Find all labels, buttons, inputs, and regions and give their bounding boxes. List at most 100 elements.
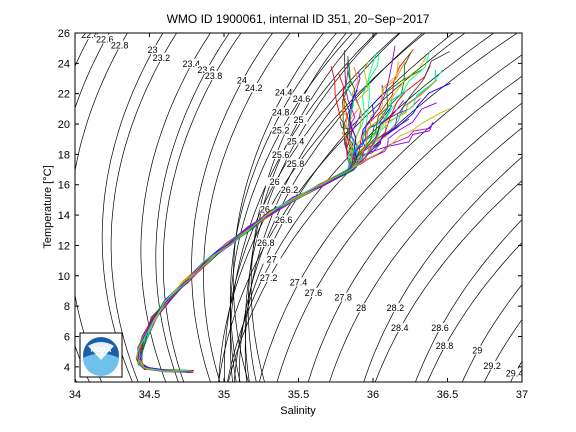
contour-label: 28.8 bbox=[436, 341, 454, 351]
density-contour bbox=[228, 33, 518, 382]
density-contour bbox=[140, 33, 211, 382]
x-axis-label: Salinity bbox=[280, 405, 316, 417]
contour-label-bg bbox=[505, 368, 522, 378]
y-tick-label: 4 bbox=[64, 362, 70, 374]
contour-label-bg bbox=[274, 215, 293, 225]
y-tick-label: 22 bbox=[58, 89, 70, 101]
density-contour bbox=[224, 33, 400, 382]
contour-label-bg bbox=[143, 45, 162, 55]
y-tick-label: 16 bbox=[58, 180, 70, 192]
contour-label: 27.4 bbox=[290, 277, 308, 287]
contour-label-bg bbox=[256, 237, 275, 247]
contour-label-bg bbox=[197, 64, 216, 74]
contour-label: 22.6 bbox=[96, 35, 114, 45]
profile-line bbox=[138, 56, 427, 372]
profile-line bbox=[135, 61, 406, 373]
contour-label: 25 bbox=[293, 115, 303, 125]
contour-label-bg bbox=[271, 107, 290, 117]
contour-label-bg bbox=[468, 345, 487, 355]
y-axis: 4 6 8 10 12 14 16 18 20 22 24 26 bbox=[58, 28, 522, 374]
contour-label-bg bbox=[386, 303, 405, 313]
contour-label-bg bbox=[289, 277, 308, 287]
profile-line bbox=[138, 98, 421, 372]
density-contour bbox=[461, 284, 522, 382]
profile-line bbox=[139, 51, 430, 371]
density-contour bbox=[276, 75, 522, 382]
contour-label-bg bbox=[280, 184, 299, 194]
density-contour bbox=[75, 33, 110, 382]
profile-line bbox=[137, 53, 380, 371]
contour-label: 25.6 bbox=[272, 150, 290, 160]
contour-label: 28.4 bbox=[391, 323, 409, 333]
y-tick-label: 6 bbox=[64, 331, 70, 343]
contour-label-bg bbox=[259, 272, 278, 282]
contour-label-bg bbox=[265, 177, 284, 187]
contour-label-bg bbox=[352, 303, 371, 313]
profile-line bbox=[137, 98, 355, 372]
y-tick-label: 8 bbox=[64, 301, 70, 313]
contour-label: 24.8 bbox=[272, 107, 290, 117]
density-contour bbox=[258, 54, 522, 382]
x-axis: 34 34.5 35 35.5 36 36.5 37 bbox=[69, 33, 528, 401]
profile-line bbox=[136, 60, 369, 371]
density-contour bbox=[363, 156, 522, 382]
y-tick-label: 26 bbox=[58, 28, 70, 40]
contour-label-bg bbox=[286, 136, 305, 146]
contour-label: 25.8 bbox=[287, 159, 305, 169]
contour-label-bg bbox=[274, 87, 293, 97]
contour-label-bg bbox=[259, 204, 278, 214]
contour-label-bg bbox=[334, 292, 353, 302]
y-tick-label: 18 bbox=[58, 149, 70, 161]
density-contour bbox=[374, 180, 522, 382]
x-tick-label: 35 bbox=[218, 389, 230, 401]
x-tick-label: 34.5 bbox=[139, 389, 160, 401]
contour-label-bg bbox=[262, 254, 281, 264]
chart-title: WMO ID 1900061, internal ID 351, 20−Sep−… bbox=[167, 12, 430, 26]
contour-label: 28.2 bbox=[387, 303, 405, 313]
profile-line bbox=[135, 65, 431, 373]
contour-label: 29 bbox=[472, 346, 482, 356]
density-contour bbox=[415, 219, 522, 382]
contour-label: 28.6 bbox=[431, 323, 449, 333]
y-tick-label: 12 bbox=[58, 240, 70, 252]
contour-label-bg bbox=[435, 341, 454, 351]
noaa-logo: NOAA bbox=[79, 332, 123, 378]
y-tick-label: 14 bbox=[58, 210, 70, 222]
contour-label: 23.8 bbox=[205, 71, 223, 81]
contour-label-bg bbox=[152, 52, 171, 62]
contour-label-bg bbox=[292, 93, 311, 103]
x-tick-label: 36.5 bbox=[437, 389, 458, 401]
contour-label: 26.6 bbox=[275, 215, 293, 225]
contour-label: 29.2 bbox=[483, 361, 501, 371]
profile-line bbox=[137, 72, 361, 373]
density-contour bbox=[307, 102, 522, 382]
contour-label: 26.8 bbox=[257, 238, 275, 248]
contour-label: 23 bbox=[147, 45, 157, 55]
x-tick-label: 36 bbox=[367, 389, 379, 401]
contour-label-bg bbox=[232, 75, 251, 85]
density-contour bbox=[510, 360, 522, 382]
contour-label: 26.2 bbox=[281, 185, 299, 195]
y-tick-label: 24 bbox=[58, 58, 70, 70]
profile-line bbox=[137, 69, 444, 372]
y-tick-label: 10 bbox=[58, 271, 70, 283]
contour-label: 24 bbox=[237, 76, 247, 86]
profile-line bbox=[136, 50, 354, 372]
density-contour bbox=[229, 33, 354, 382]
contour-label-bg bbox=[204, 71, 223, 81]
contour-label-bg bbox=[483, 360, 502, 370]
contour-label: 27.8 bbox=[334, 293, 352, 303]
x-tick-label: 37 bbox=[516, 389, 528, 401]
contour-label: 25.2 bbox=[272, 126, 290, 136]
contour-label-bg bbox=[431, 322, 450, 332]
contour-label: 24.6 bbox=[293, 94, 311, 104]
density-contour bbox=[329, 127, 522, 382]
contour-label: 29.4 bbox=[506, 368, 524, 378]
profile-lines bbox=[135, 45, 451, 373]
density-contour bbox=[203, 33, 291, 382]
contour-label-bg bbox=[80, 33, 99, 40]
contour-label: 24.2 bbox=[245, 83, 263, 93]
logo-text: NOAA bbox=[91, 347, 112, 354]
